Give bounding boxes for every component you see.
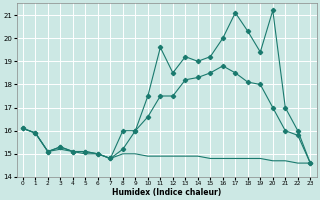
X-axis label: Humidex (Indice chaleur): Humidex (Indice chaleur) xyxy=(112,188,221,197)
